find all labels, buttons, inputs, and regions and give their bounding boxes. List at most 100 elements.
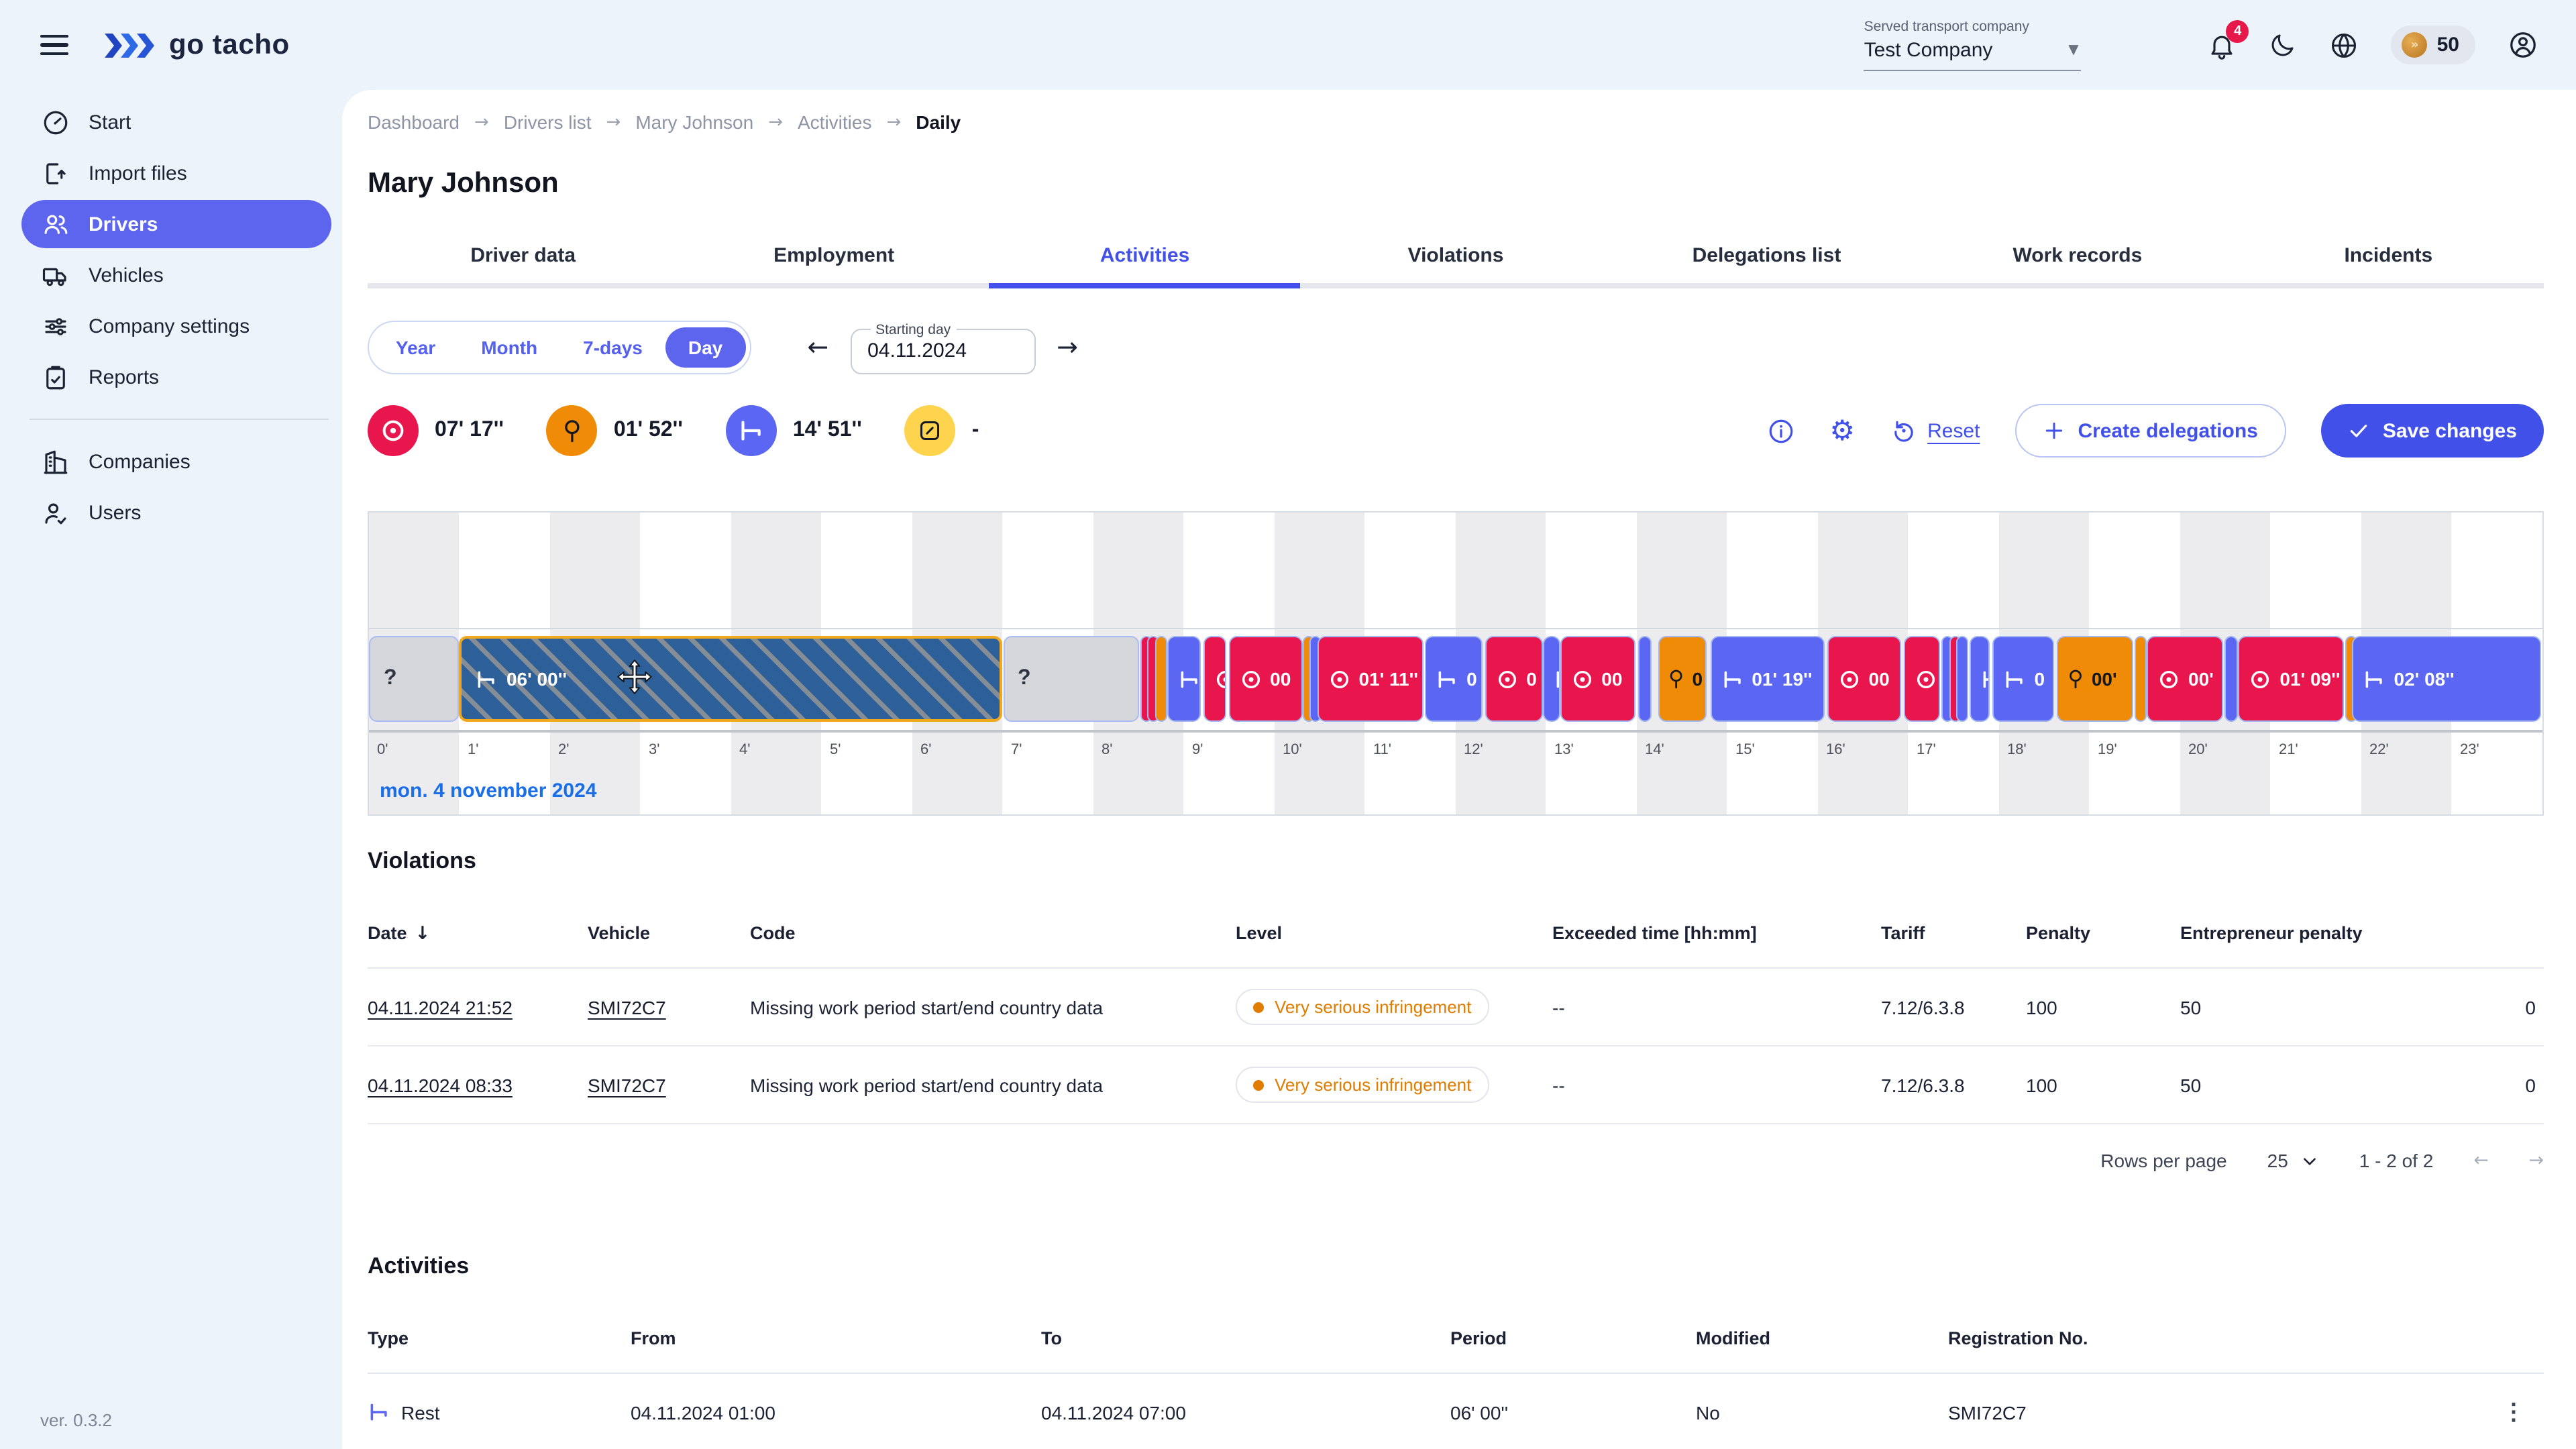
timeline-segment-work[interactable]: ⚲: [2134, 636, 2147, 722]
violation-code: Missing work period start/end country da…: [750, 996, 1104, 1018]
violation-vehicle-link[interactable]: SMI72C7: [588, 996, 666, 1018]
timeline-segment-rest[interactable]: [1970, 636, 1990, 722]
timeline-segment-rest[interactable]: 0: [1425, 636, 1483, 722]
app-logo[interactable]: go tacho: [103, 29, 290, 61]
segment-duration-label: 06' 00'': [506, 668, 568, 690]
timeline-segment-unknown[interactable]: ?: [1003, 636, 1140, 722]
prev-day-button[interactable]: ←: [807, 333, 829, 362]
starting-day-field[interactable]: Starting day 04.11.2024: [850, 321, 1036, 374]
timeline-segment-rest[interactable]: [1956, 636, 1969, 722]
page-title: Mary Johnson: [368, 168, 559, 199]
breadcrumb-item-dashboard[interactable]: Dashboard: [368, 111, 460, 133]
timeline-segment-rest[interactable]: [1638, 636, 1652, 722]
timeline-segment-driving[interactable]: 00: [1827, 636, 1902, 722]
breadcrumb-item-mary-johnson[interactable]: Mary Johnson: [635, 111, 754, 133]
level-badge: Very serious infringement: [1236, 989, 1489, 1025]
sort-desc-icon[interactable]: ↓: [415, 922, 431, 944]
next-page-button[interactable]: →: [2528, 1150, 2544, 1171]
violation-tariff: 7.12/6.3.8: [1881, 1074, 1965, 1095]
hour-tick: 0': [377, 742, 388, 758]
timeline-segment-work[interactable]: ⚲ 00': [2057, 636, 2133, 722]
sidebar-item-start[interactable]: Start: [21, 98, 331, 146]
tab-work-records[interactable]: Work records: [2012, 244, 2143, 267]
rest-icon: [1554, 667, 1559, 690]
timeline-segment-rest[interactable]: [2224, 636, 2239, 722]
timeline-segment-rest[interactable]: [1542, 636, 1560, 722]
timeline-date-label[interactable]: mon. 4 november 2024: [380, 779, 597, 802]
timeline-segment-driving[interactable]: [1904, 636, 1941, 722]
timeline-segment-driving[interactable]: 01' 09'': [2238, 636, 2345, 722]
credits-badge[interactable]: » 50: [2391, 25, 2475, 64]
violation-extra-value: 0: [2525, 996, 2536, 1018]
sidebar-item-companies[interactable]: Companies: [21, 437, 331, 486]
notifications-button[interactable]: 4: [2208, 19, 2249, 60]
reset-button[interactable]: Reset: [1890, 417, 1980, 444]
tab-employment[interactable]: Employment: [773, 244, 895, 267]
hour-tick: 4': [739, 742, 751, 758]
previous-page-button[interactable]: ←: [2473, 1150, 2489, 1171]
account-button[interactable]: [2508, 30, 2538, 60]
sidebar-item-users[interactable]: Users: [21, 488, 331, 537]
timeline-segment-driving[interactable]: 00: [1228, 636, 1303, 722]
rows-per-page-select[interactable]: 25: [2267, 1150, 2319, 1171]
timeline-segment-work[interactable]: ⚲ 0: [1658, 636, 1707, 722]
sidebar-item-reports[interactable]: Reports: [21, 353, 331, 401]
timeline-segment-work[interactable]: ⚲: [1155, 636, 1167, 722]
view-option-month[interactable]: Month: [481, 337, 538, 358]
create-delegations-button[interactable]: Create delegations: [2015, 404, 2286, 458]
timeline-segment-driving[interactable]: 01' 11'': [1317, 636, 1424, 722]
save-changes-button[interactable]: Save changes: [2320, 404, 2544, 458]
timeline-segment-driving[interactable]: 00: [1560, 636, 1635, 722]
sidebar-item-company-settings[interactable]: Company settings: [21, 302, 331, 350]
violations-col-header[interactable]: Date ↓: [368, 922, 431, 944]
sidebar-item-vehicles[interactable]: Vehicles: [21, 251, 331, 299]
segment-duration-label: 00': [2091, 668, 2117, 690]
dark-mode-toggle[interactable]: [2269, 31, 2298, 59]
menu-icon[interactable]: [40, 35, 68, 55]
breadcrumb-item-activities[interactable]: Activities: [798, 111, 872, 133]
company-select[interactable]: Served transport company Test Company ▼: [1864, 19, 2082, 71]
hour-tick: 20': [2188, 742, 2208, 758]
timeline-segment-rest[interactable]: 01' 19'': [1710, 636, 1825, 722]
tab-driver-data[interactable]: Driver data: [470, 244, 576, 267]
timeline-segment-rest-selected[interactable]: 06' 00'': [459, 636, 1003, 722]
rows-per-page-label: Rows per page: [2100, 1150, 2227, 1171]
settings-button[interactable]: ⚙: [1829, 416, 1855, 445]
clipboard-icon: [40, 363, 70, 391]
tab-delegations-list[interactable]: Delegations list: [1692, 244, 1841, 267]
driving-icon: [2157, 667, 2180, 690]
timeline-segment-rest[interactable]: [1167, 636, 1201, 722]
timeline-segment-driving[interactable]: 00': [2147, 636, 2223, 722]
notifications-badge: 4: [2226, 19, 2249, 42]
breadcrumb-arrow-icon: →: [886, 112, 902, 132]
timeline-segment-rest[interactable]: 0: [1992, 636, 2055, 722]
view-option-7-days[interactable]: 7-days: [583, 337, 643, 358]
timeline-segment-driving[interactable]: [1203, 636, 1226, 722]
violation-vehicle-link[interactable]: SMI72C7: [588, 1074, 666, 1095]
info-button[interactable]: [1766, 417, 1794, 445]
timeline-segment-unknown[interactable]: ?: [369, 636, 460, 722]
sidebar-item-drivers[interactable]: Drivers: [21, 200, 331, 248]
violation-date-link[interactable]: 04.11.2024 21:52: [368, 996, 513, 1018]
view-option-year[interactable]: Year: [396, 337, 436, 358]
activity-registration: SMI72C7: [1948, 1401, 2027, 1423]
hour-tick: 13': [1554, 742, 1574, 758]
breadcrumb-item-drivers-list[interactable]: Drivers list: [503, 111, 592, 133]
company-select-value: Test Company: [1864, 39, 1993, 62]
timeline-segment-rest[interactable]: 02' 08'': [2352, 636, 2542, 722]
next-day-button[interactable]: →: [1057, 333, 1078, 362]
timeline-segment-driving[interactable]: 0: [1485, 636, 1543, 722]
tab-violations[interactable]: Violations: [1407, 244, 1504, 267]
language-button[interactable]: [2330, 30, 2359, 60]
row-menu-button[interactable]: ⋮: [2491, 1399, 2536, 1426]
sidebar-item-import-files[interactable]: Import files: [21, 149, 331, 197]
view-option-day[interactable]: Day: [665, 327, 746, 368]
tab-activities[interactable]: Activities: [989, 232, 1300, 288]
sidebar-item-label: Start: [89, 111, 131, 133]
tab-incidents[interactable]: Incidents: [2344, 244, 2433, 267]
violations-title: Violations: [368, 848, 476, 873]
rest-icon: [2004, 667, 2027, 690]
violation-date-link[interactable]: 04.11.2024 08:33: [368, 1074, 513, 1095]
sidebar-item-label: Import files: [89, 162, 187, 184]
